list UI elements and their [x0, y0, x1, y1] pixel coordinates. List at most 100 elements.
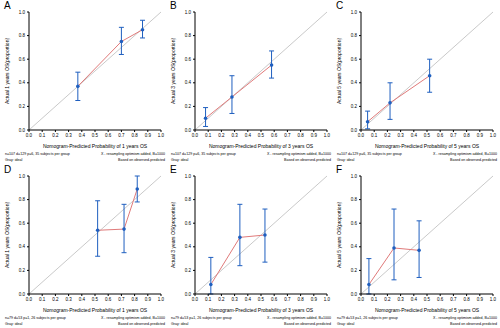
svg-text:1.0: 1.0 — [351, 10, 358, 15]
svg-text:0.8: 0.8 — [19, 33, 26, 38]
svg-text:0.2: 0.2 — [351, 104, 358, 109]
svg-text:Actual 1 years OS(proportion): Actual 1 years OS(proportion) — [8, 202, 10, 268]
svg-text:0.2: 0.2 — [384, 133, 391, 138]
svg-text:0.2: 0.2 — [218, 133, 225, 138]
svg-text:Based on observed-predicted: Based on observed-predicted — [450, 158, 492, 162]
svg-text:n=107 d=129 p=6, 35 subjects p: n=107 d=129 p=6, 35 subjects per group — [337, 152, 402, 156]
svg-text:0.8: 0.8 — [19, 197, 26, 202]
svg-text:0.0: 0.0 — [26, 133, 33, 138]
svg-text:Actual 1 years OS(proportion): Actual 1 years OS(proportion) — [8, 38, 10, 104]
svg-text:0.8: 0.8 — [463, 297, 470, 302]
svg-text:0.6: 0.6 — [351, 57, 358, 62]
svg-text:0.3: 0.3 — [231, 297, 238, 302]
svg-text:n=107 d=129 p=6, 35 subjects p: n=107 d=129 p=6, 35 subjects per group — [8, 152, 70, 156]
svg-text:0.7: 0.7 — [118, 133, 125, 138]
svg-text:0.6: 0.6 — [19, 221, 26, 226]
svg-text:Gray: ideal: Gray: ideal — [337, 322, 355, 326]
svg-text:Nomogram-Predicted Probability: Nomogram-Predicted Probability of 1 year… — [43, 143, 148, 149]
svg-text:Based on observed-predicted: Based on observed-predicted — [284, 158, 331, 162]
svg-text:n=79 d=53 p=1, 26 subjects per: n=79 d=53 p=1, 26 subjects per group — [337, 316, 398, 320]
svg-text:0.2: 0.2 — [19, 104, 26, 109]
svg-text:0.5: 0.5 — [92, 133, 99, 138]
svg-text:0.9: 0.9 — [311, 133, 318, 138]
svg-text:0.9: 0.9 — [145, 297, 152, 302]
svg-text:0.1: 0.1 — [205, 133, 212, 138]
svg-text:1.0: 1.0 — [324, 297, 331, 302]
svg-text:0.0: 0.0 — [185, 292, 192, 297]
svg-text:Nomogram-Predicted Probability: Nomogram-Predicted Probability of 1 year… — [43, 307, 148, 313]
svg-text:0.2: 0.2 — [384, 297, 391, 302]
svg-text:0.1: 0.1 — [39, 297, 46, 302]
svg-text:0.0: 0.0 — [19, 292, 26, 297]
svg-text:0.4: 0.4 — [245, 297, 252, 302]
svg-text:Based on observed-predicted: Based on observed-predicted — [118, 322, 165, 326]
svg-text:Gray: ideal: Gray: ideal — [337, 158, 355, 162]
svg-text:0.3: 0.3 — [397, 133, 404, 138]
svg-text:Gray: ideal: Gray: ideal — [8, 322, 23, 326]
svg-text:0.7: 0.7 — [284, 133, 291, 138]
svg-text:0.3: 0.3 — [65, 297, 72, 302]
svg-text:0.8: 0.8 — [297, 297, 304, 302]
svg-text:X - resampling optimism added,: X - resampling optimism added, B=1000 — [433, 316, 492, 320]
svg-text:0.2: 0.2 — [351, 268, 358, 273]
svg-text:n=79 d=53 p=1, 26 subjects per: n=79 d=53 p=1, 26 subjects per group — [171, 316, 232, 320]
svg-text:0.0: 0.0 — [358, 297, 365, 302]
svg-text:0.9: 0.9 — [477, 297, 484, 302]
svg-text:1.0: 1.0 — [158, 297, 165, 302]
svg-text:0.6: 0.6 — [271, 297, 278, 302]
svg-text:0.0: 0.0 — [358, 133, 365, 138]
svg-text:Nomogram-Predicted Probability: Nomogram-Predicted Probability of 3 year… — [209, 307, 314, 313]
svg-text:0.1: 0.1 — [205, 297, 212, 302]
svg-text:0.0: 0.0 — [19, 128, 26, 133]
svg-text:0.0: 0.0 — [351, 128, 358, 133]
svg-text:0.4: 0.4 — [411, 297, 418, 302]
svg-text:Nomogram-Predicted Probability: Nomogram-Predicted Probability of 3 year… — [209, 143, 314, 149]
svg-text:0.2: 0.2 — [185, 268, 192, 273]
svg-text:0.2: 0.2 — [19, 268, 26, 273]
svg-text:X - resampling optimism added,: X - resampling optimism added, B=1000 — [101, 152, 165, 156]
svg-text:0.9: 0.9 — [311, 297, 318, 302]
svg-text:0.7: 0.7 — [284, 297, 291, 302]
svg-text:0.3: 0.3 — [397, 297, 404, 302]
svg-text:0.6: 0.6 — [437, 133, 444, 138]
svg-text:Gray: ideal: Gray: ideal — [8, 158, 23, 162]
svg-text:0.8: 0.8 — [131, 297, 138, 302]
svg-text:1.0: 1.0 — [19, 174, 26, 179]
svg-text:Based on observed-predicted: Based on observed-predicted — [118, 158, 165, 162]
svg-text:0.1: 0.1 — [371, 133, 378, 138]
svg-text:0.6: 0.6 — [185, 221, 192, 226]
svg-text:X - resampling optimism added,: X - resampling optimism added, B=1000 — [101, 316, 165, 320]
svg-text:0.4: 0.4 — [245, 133, 252, 138]
svg-text:0.4: 0.4 — [185, 244, 192, 249]
svg-text:0.6: 0.6 — [19, 57, 26, 62]
svg-text:0.6: 0.6 — [105, 133, 112, 138]
svg-text:0.9: 0.9 — [477, 133, 484, 138]
svg-text:0.7: 0.7 — [450, 133, 457, 138]
svg-text:0.8: 0.8 — [351, 33, 358, 38]
svg-text:1.0: 1.0 — [158, 133, 165, 138]
svg-text:0.8: 0.8 — [131, 133, 138, 138]
svg-text:0.3: 0.3 — [65, 133, 72, 138]
svg-text:n=107 d=129 p=6, 35 subjects p: n=107 d=129 p=6, 35 subjects per group — [171, 152, 236, 156]
svg-text:0.2: 0.2 — [52, 297, 59, 302]
svg-text:1.0: 1.0 — [490, 297, 492, 302]
svg-text:0.8: 0.8 — [185, 197, 192, 202]
svg-text:0.4: 0.4 — [19, 80, 26, 85]
svg-text:0.0: 0.0 — [192, 297, 199, 302]
svg-text:0.8: 0.8 — [297, 133, 304, 138]
svg-text:0.7: 0.7 — [450, 297, 457, 302]
svg-text:0.0: 0.0 — [26, 297, 33, 302]
svg-text:0.4: 0.4 — [411, 133, 418, 138]
svg-text:Gray: ideal: Gray: ideal — [171, 158, 189, 162]
svg-text:0.2: 0.2 — [218, 297, 225, 302]
svg-text:0.4: 0.4 — [79, 297, 86, 302]
svg-text:0.6: 0.6 — [437, 297, 444, 302]
svg-text:X - resampling optimism added,: X - resampling optimism added, B=1000 — [267, 152, 331, 156]
svg-text:0.1: 0.1 — [371, 297, 378, 302]
svg-text:Actual 5 years OS(proportion): Actual 5 years OS(proportion) — [336, 38, 342, 104]
svg-text:0.6: 0.6 — [271, 133, 278, 138]
svg-text:0.4: 0.4 — [19, 244, 26, 249]
svg-text:0.4: 0.4 — [79, 133, 86, 138]
svg-text:Actual 3 years OS(proportion): Actual 3 years OS(proportion) — [170, 202, 176, 268]
svg-text:0.4: 0.4 — [351, 244, 358, 249]
